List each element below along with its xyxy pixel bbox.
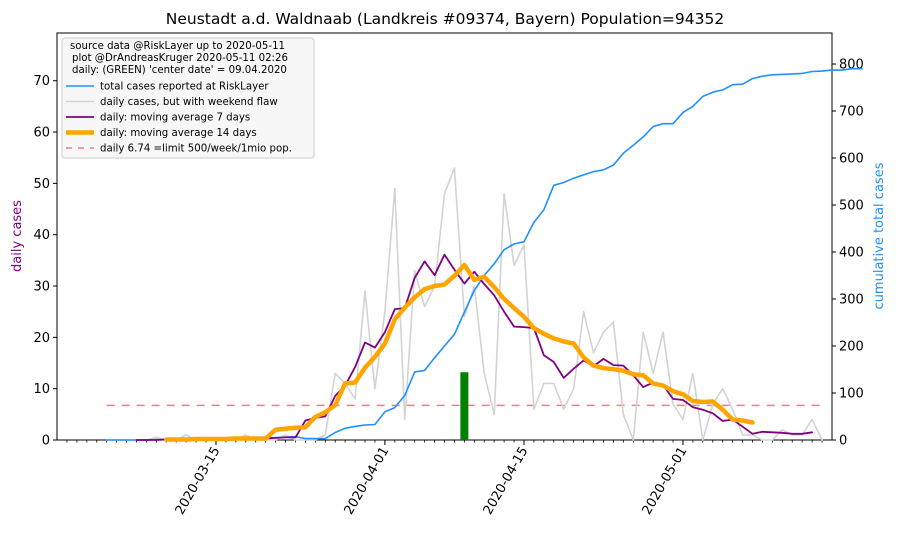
y-right-tick-label: 100 [839, 387, 864, 402]
legend-box [61, 37, 315, 159]
y-right-tick-label: 500 [839, 199, 864, 214]
legend-label-limit: daily 6.74 =limit 500/week/1mio pop. [100, 144, 292, 155]
legend-label-daily: daily cases, but with weekend flaw [100, 97, 278, 108]
y-axis-label-left: daily cases [10, 200, 25, 272]
y-left-tick-label: 0 [42, 434, 50, 449]
legend-label-total: total cases reported at RiskLayer [100, 82, 269, 93]
series-line-ma14 [164, 262, 755, 442]
y-left-tick-label: 30 [33, 280, 50, 295]
y-left-tick-label: 70 [33, 74, 50, 89]
y-left-tick-label: 20 [33, 331, 50, 346]
y-right-tick-label: 300 [839, 293, 864, 308]
y-right-tick-label: 700 [839, 105, 864, 120]
legend-label-ma14: daily: moving average 14 days [100, 128, 257, 139]
chart-title: Neustadt a.d. Waldnaab (Landkreis #09374… [166, 10, 724, 28]
center-date-bar [460, 372, 469, 440]
y-right-tick-label: 600 [839, 152, 864, 167]
legend-info-line: source data @RiskLayer up to 2020-05-11 [70, 41, 285, 52]
y-left-tick-label: 10 [33, 382, 50, 397]
y-right-tick-label: 200 [839, 340, 864, 355]
y-right-tick-label: 0 [839, 434, 847, 449]
y-right-tick-label: 400 [839, 246, 864, 261]
legend-info-line: daily: (GREEN) 'center date' = 09.04.202… [72, 65, 287, 76]
y-left-tick-label: 40 [33, 228, 50, 243]
legend-info-line: plot @DrAndreasKruger 2020-05-11 02:26 [72, 53, 288, 64]
y-left-tick-label: 60 [33, 126, 50, 141]
y-left-tick-label: 50 [33, 177, 50, 192]
legend-label-ma7: daily: moving average 7 days [100, 113, 250, 124]
y-axis-label-right: cumulative total cases [872, 162, 887, 309]
